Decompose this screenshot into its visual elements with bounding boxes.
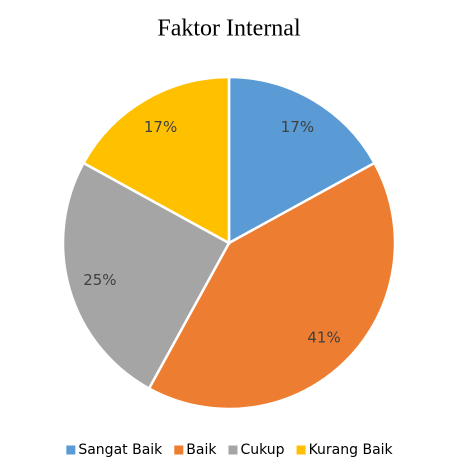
pie-slice xyxy=(81,75,231,246)
legend-label: Sangat Baik xyxy=(78,442,163,458)
data-label: 17% xyxy=(144,118,177,136)
chart-title: Faktor Internal xyxy=(157,16,301,42)
legend-swatch xyxy=(66,445,76,455)
legend-swatch xyxy=(296,445,306,455)
legend-label: Cukup xyxy=(240,442,284,458)
legend-label: Kurang Baik xyxy=(309,442,394,458)
legend-label: Baik xyxy=(186,442,217,458)
pie-slice xyxy=(147,161,397,411)
pie-slice xyxy=(227,75,377,246)
data-label: 41% xyxy=(307,329,340,347)
legend-swatch xyxy=(228,445,238,455)
legend: Sangat Baik Baik Cukup Kurang Baik xyxy=(66,442,394,458)
data-label: 17% xyxy=(281,118,314,136)
pie-slice xyxy=(61,161,231,391)
data-label: 25% xyxy=(83,271,116,289)
legend-swatch xyxy=(174,445,184,455)
